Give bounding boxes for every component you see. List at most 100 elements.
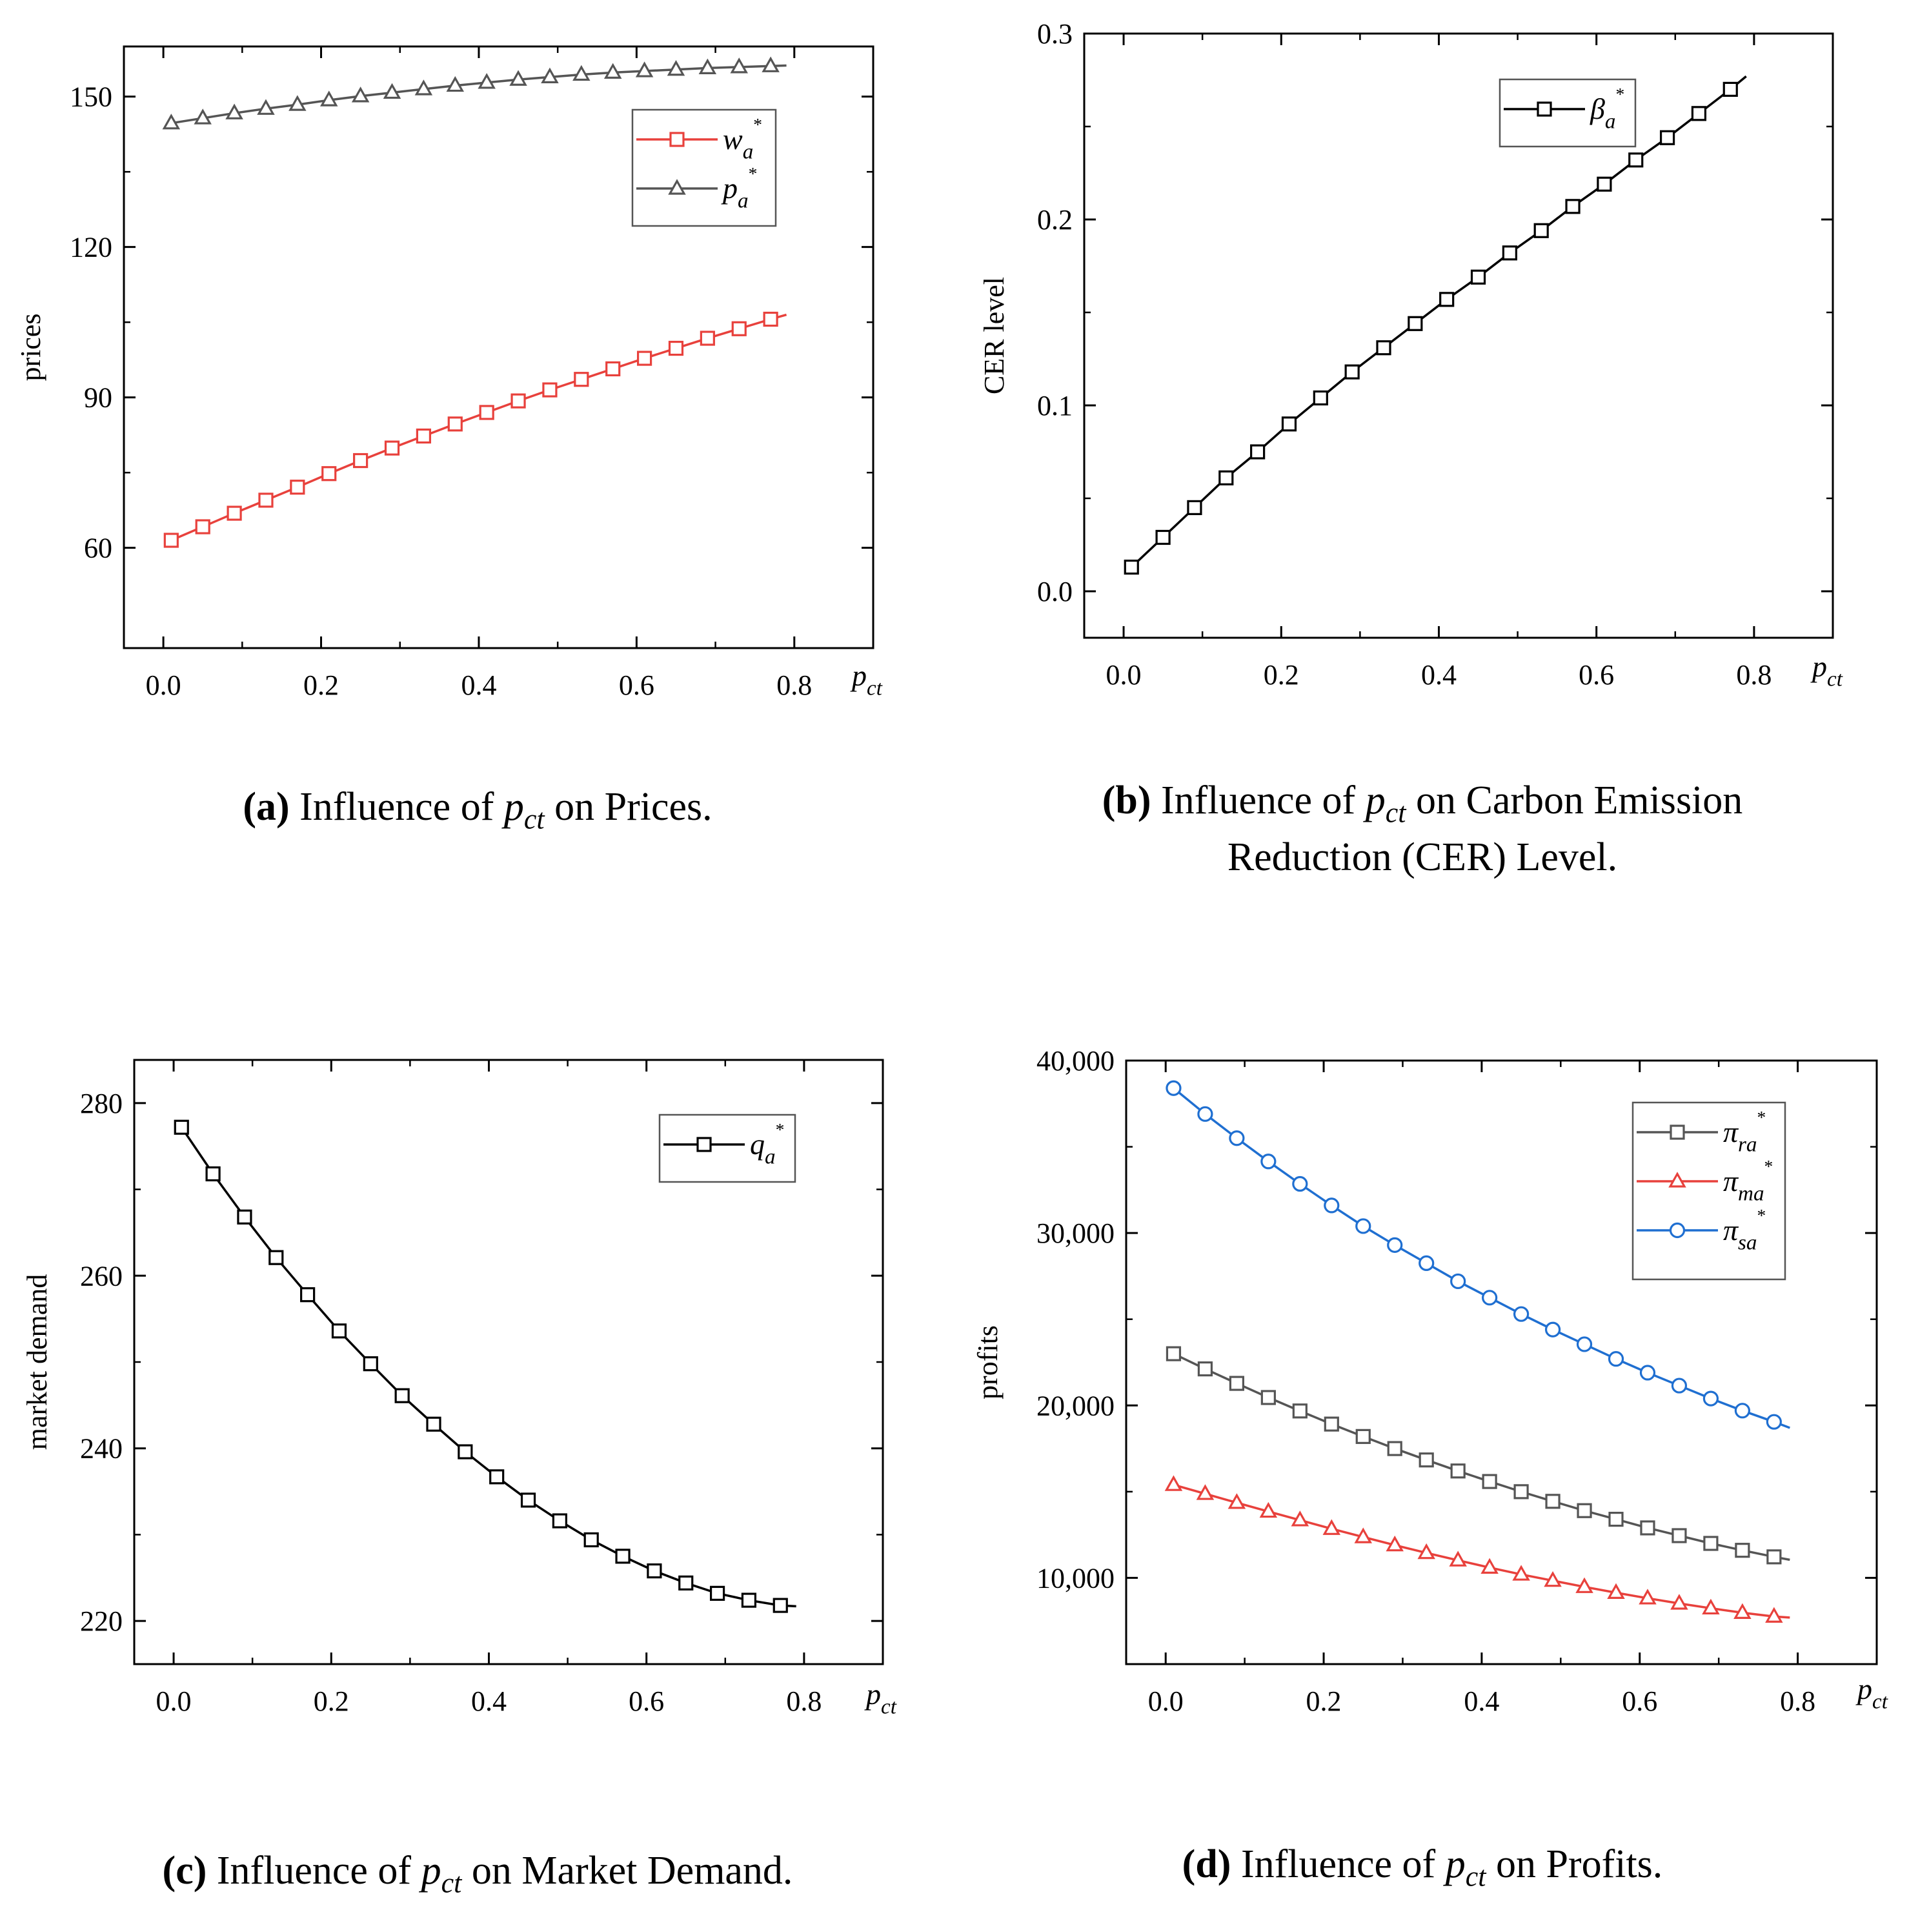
legend-label: wa * (723, 114, 762, 164)
caption-text: on Prices. (544, 785, 712, 829)
caption-b: (b) Influence of pct on Carbon Emission R… (938, 775, 1906, 883)
data-point (1450, 1463, 1466, 1479)
y-tick-label: 0.3 (1037, 18, 1073, 50)
caption-a: (a) Influence of pct on Prices. (58, 781, 897, 838)
caption-math: p (421, 1849, 441, 1893)
y-tick-label: 0.0 (1037, 576, 1073, 607)
caption-text: on Profits. (1486, 1842, 1663, 1886)
caption-text: Influence of (1231, 1842, 1446, 1886)
legend-sub: a (743, 140, 754, 164)
data-point (1124, 559, 1139, 575)
legend: qa* (658, 1113, 796, 1183)
chart-panel-b: 0.0 0.2 0.4 0.6 0.8 0.0 0.1 0.2 0.3 CER level pct β… (978, 18, 1843, 691)
data-point (572, 65, 591, 81)
legend-label: πra* (1723, 1107, 1766, 1157)
y-tick-label: 60 (84, 533, 112, 564)
data-point (416, 428, 432, 444)
data-point (1577, 1503, 1592, 1518)
x-tick-label: 0.4 (1464, 1685, 1499, 1717)
data-point (1376, 340, 1391, 356)
legend-sub: ct (867, 676, 883, 700)
data-point (1512, 1565, 1530, 1581)
plot-frame (1125, 1059, 1878, 1665)
legend: wa*pa* (631, 108, 777, 227)
data-point (709, 1585, 725, 1601)
series-qa (174, 1119, 796, 1613)
y-tick-label: 20,000 (1036, 1390, 1115, 1421)
data-point (1291, 1510, 1309, 1527)
data-point (1166, 1080, 1182, 1096)
data-point (1166, 1346, 1182, 1361)
data-point (1702, 1598, 1720, 1615)
data-point (1470, 269, 1486, 285)
data-point (162, 114, 181, 130)
x-tick-label: 0.4 (471, 1685, 507, 1717)
caption-math-sub: ct (441, 1867, 462, 1899)
y-tick-label: 90 (84, 382, 112, 414)
data-point (426, 1416, 441, 1432)
y-axis-label: profits (972, 1325, 1004, 1399)
data-point (1197, 1106, 1213, 1122)
data-point (647, 1563, 662, 1579)
data-point (1639, 1365, 1656, 1381)
data-point (1313, 390, 1328, 406)
data-point (1482, 1290, 1498, 1306)
x-tick-label: 0.0 (156, 1685, 192, 1717)
legend-box (658, 1113, 796, 1183)
data-point (1292, 1403, 1308, 1419)
caption-math: p (1445, 1842, 1466, 1886)
data-point (1417, 1543, 1435, 1560)
data-point (194, 108, 212, 125)
legend-sub: ct (1872, 1690, 1888, 1714)
caption-text: on Carbon Emission (1406, 778, 1743, 822)
data-point (1576, 1336, 1593, 1352)
caption-text: Influence of (207, 1849, 421, 1893)
data-point (1691, 106, 1707, 121)
legend-sup: * (1757, 1205, 1766, 1225)
data-point (225, 103, 243, 119)
series-πra (1166, 1346, 1790, 1565)
y-axis-label: market demand (21, 1274, 53, 1450)
x-axis-label: pct (1810, 650, 1843, 691)
data-point (583, 1532, 599, 1548)
data-point (1766, 1414, 1782, 1430)
legend-sub: a (1605, 110, 1616, 134)
data-point (762, 56, 780, 72)
caption-math-sub: ct (1465, 1860, 1486, 1893)
data-point (1164, 1475, 1183, 1491)
data-point (509, 70, 527, 86)
data-point (1640, 1520, 1655, 1536)
data-point (288, 95, 307, 111)
y-tick-label: 0.2 (1037, 204, 1073, 236)
data-point (1672, 1528, 1687, 1543)
x-tick-label: 0.8 (1736, 659, 1772, 691)
data-point (394, 1388, 410, 1403)
data-point (1439, 292, 1455, 307)
data-point (300, 1287, 316, 1303)
y-tick-label: 280 (80, 1088, 123, 1119)
series-line (180, 1126, 796, 1608)
legend-sup: * (1615, 84, 1624, 104)
data-point (605, 361, 621, 376)
y-tick-label: 0.1 (1037, 390, 1073, 422)
legend-var: p (1855, 1673, 1872, 1705)
data-point (1766, 1549, 1782, 1565)
data-point (678, 1575, 694, 1591)
data-point (1533, 223, 1549, 238)
series-πsa (1166, 1080, 1790, 1430)
legend-marker (668, 179, 686, 195)
data-point (1480, 1558, 1499, 1574)
legend: βa * (1499, 78, 1637, 148)
data-point (479, 405, 494, 420)
data-point (1670, 1594, 1688, 1610)
x-tick-label: 0.6 (619, 669, 654, 701)
y-tick-label: 260 (80, 1260, 123, 1292)
data-point (1324, 1416, 1339, 1432)
data-point (1260, 1390, 1276, 1405)
legend-label: πsa* (1723, 1205, 1766, 1255)
data-point (163, 533, 179, 548)
legend-label: pa* (721, 163, 757, 213)
x-tick-label: 0.6 (1579, 659, 1614, 691)
x-tick-label: 0.4 (1421, 659, 1457, 691)
data-point (447, 416, 463, 432)
